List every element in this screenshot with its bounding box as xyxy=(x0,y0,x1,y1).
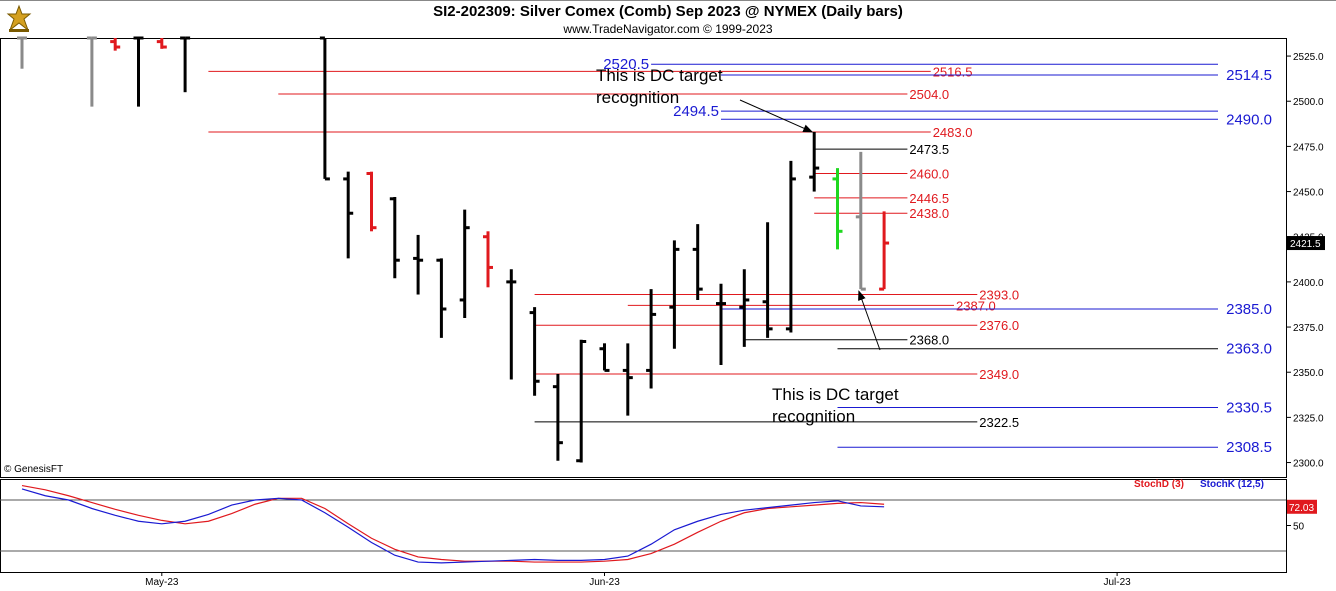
ohlc-bar xyxy=(459,209,470,319)
target-level-label: 2514.5 xyxy=(1226,67,1272,84)
ohlc-bar xyxy=(180,36,191,93)
ohlc-bar xyxy=(343,171,354,259)
target-level-label: 2516.5 xyxy=(933,64,973,79)
legend-stochk: StochK (12,5) xyxy=(1200,479,1264,490)
chart-title: SI2-202309: Silver Comex (Comb) Sep 2023… xyxy=(433,3,903,20)
price-tick-label: 2350.0 xyxy=(1293,368,1324,379)
stoch-series-line xyxy=(21,484,885,563)
ohlc-bar xyxy=(809,131,820,192)
ohlc-bar xyxy=(832,168,843,250)
annotation-text: recognition xyxy=(596,88,679,107)
ohlc-bar xyxy=(576,339,587,463)
ohlc-bar xyxy=(133,36,144,107)
ohlc-bar xyxy=(483,231,493,288)
last-price-label: 2421.5 xyxy=(1290,239,1321,250)
ohlc-bar xyxy=(366,171,377,232)
annotation-text: This is DC target xyxy=(596,66,723,85)
ohlc-bar xyxy=(785,160,796,333)
ohlc-bar xyxy=(552,374,563,461)
legend-stochd: StochD (3) xyxy=(1134,479,1184,490)
stoch-tick-label: 50 xyxy=(1293,522,1305,533)
date-tick-label: Jun-23 xyxy=(589,577,620,588)
target-level-label: 2349.0 xyxy=(979,367,1019,382)
ohlc-bar xyxy=(739,269,750,347)
ohlc-bar xyxy=(599,343,610,372)
target-level-label: 2483.0 xyxy=(933,125,973,140)
price-tick-label: 2450.0 xyxy=(1293,188,1324,199)
target-level-label: 2490.0 xyxy=(1226,111,1272,128)
price-tick-label: 2525.0 xyxy=(1293,52,1324,63)
target-level-label: 2387.0 xyxy=(956,298,996,313)
chart-header: SI2-202309: Silver Comex (Comb) Sep 2023… xyxy=(0,0,1336,40)
ohlc-bar xyxy=(389,196,400,279)
target-level-label: 2473.5 xyxy=(909,142,949,157)
target-level-label: 2322.5 xyxy=(979,415,1019,430)
ohlc-bar xyxy=(669,240,680,349)
ohlc-bar xyxy=(506,269,517,380)
annotation-arrow xyxy=(739,99,814,133)
stoch-last-box xyxy=(1287,499,1317,514)
copyright-text: www.TradeNavigator.com © 1999-2023 xyxy=(563,22,773,36)
ohlc-bar xyxy=(716,283,726,365)
target-level-label: 2368.0 xyxy=(909,333,949,348)
ohlc-bar xyxy=(879,211,890,291)
target-level-label: 2363.0 xyxy=(1226,341,1272,358)
target-level-label: 2308.5 xyxy=(1226,439,1272,456)
ohlc-bar xyxy=(855,151,866,291)
last-price-box xyxy=(1287,236,1325,251)
target-level-label: 2330.5 xyxy=(1226,399,1272,416)
price-tick-label: 2375.0 xyxy=(1293,323,1324,334)
price-tick-label: 2300.0 xyxy=(1293,459,1324,470)
ohlc-bar xyxy=(762,222,773,338)
ohlc-bar xyxy=(156,38,167,49)
target-level-label: 2460.0 xyxy=(909,166,949,181)
ohlc-bar xyxy=(622,343,633,416)
annotation-text: This is DC target xyxy=(772,385,899,404)
ohlc-bar xyxy=(86,36,97,107)
annotation-arrow xyxy=(858,290,881,351)
ohlc-bar xyxy=(692,224,703,300)
target-level-label: 2446.5 xyxy=(909,191,949,206)
price-tick-label: 2500.0 xyxy=(1293,97,1324,108)
date-tick-label: Jul-23 xyxy=(1103,577,1131,588)
target-level-label: 2494.5 xyxy=(673,103,719,120)
ohlc-bar xyxy=(413,234,424,295)
ohlc-bar xyxy=(110,38,121,51)
price-tick-label: 2325.0 xyxy=(1293,413,1324,424)
price-tick-label: 2475.0 xyxy=(1293,142,1324,153)
genesis-logo-icon xyxy=(4,4,34,39)
annotation-text: recognition xyxy=(772,407,855,426)
price-tick-label: 2400.0 xyxy=(1293,278,1324,289)
stochastic-panel xyxy=(0,479,1287,573)
target-level-label: 2504.0 xyxy=(909,87,949,102)
ohlc-bar xyxy=(319,36,330,181)
target-level-label: 2393.0 xyxy=(979,288,1019,303)
target-level-label: 2385.0 xyxy=(1226,301,1272,318)
target-level-label: 2520.5 xyxy=(603,56,649,73)
ohlc-bar xyxy=(17,36,27,69)
target-level-label: 2376.0 xyxy=(979,318,1019,333)
ohlc-bar xyxy=(436,258,447,338)
ohlc-bar xyxy=(529,307,540,396)
target-level-label: 2438.0 xyxy=(909,206,949,221)
stoch-series-line xyxy=(21,488,885,564)
watermark-text: © GenesisFT xyxy=(4,464,63,475)
stoch-last-label: 72.03 xyxy=(1289,503,1314,514)
date-tick-label: May-23 xyxy=(145,577,179,588)
ohlc-bar xyxy=(646,289,657,389)
